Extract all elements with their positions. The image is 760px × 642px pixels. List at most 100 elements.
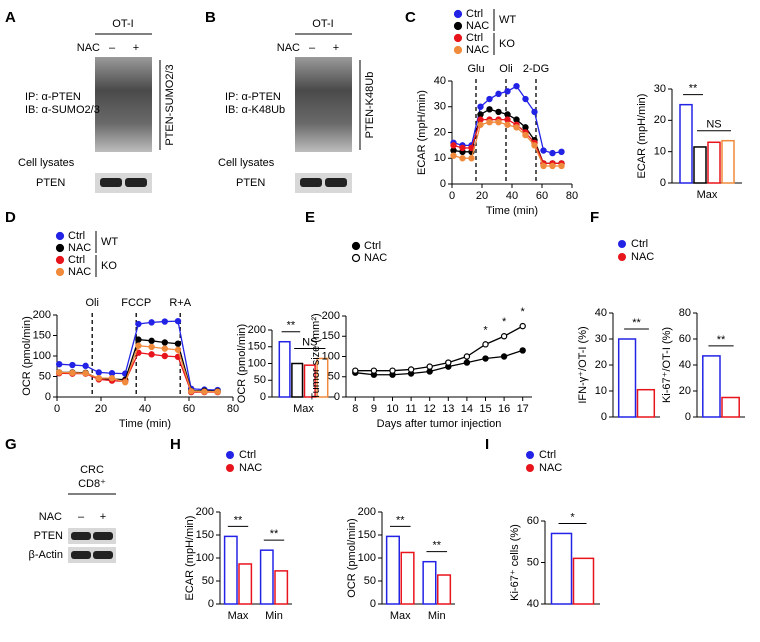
data-point — [135, 336, 142, 343]
x-tick-label: 60 — [183, 403, 195, 415]
y-tick-label: 0 — [208, 598, 214, 610]
data-point — [174, 346, 182, 354]
lane-label: – — [309, 42, 316, 54]
legend-group: KO — [499, 38, 515, 50]
bar — [617, 338, 637, 418]
injection-label: Oli — [85, 297, 98, 309]
data-point — [500, 333, 508, 340]
y-tick-label: 200 — [196, 506, 214, 518]
legend-label: NAC — [68, 242, 91, 254]
data-point — [477, 111, 484, 118]
data-point — [477, 121, 484, 128]
significance: ** — [632, 317, 641, 329]
data-point — [161, 345, 168, 352]
bar — [707, 141, 721, 184]
legend-marker — [618, 253, 626, 261]
data-point — [148, 351, 155, 358]
blot-band — [93, 551, 113, 559]
x-axis-label: Time (min) — [486, 205, 538, 217]
lysate-label: Cell lysates — [18, 157, 75, 169]
injection-label: 2-DG — [523, 63, 549, 75]
treatment-label: NAC — [277, 42, 300, 54]
bar — [238, 563, 253, 605]
blot-band — [93, 532, 113, 540]
bar — [274, 570, 289, 605]
bar — [721, 139, 735, 184]
x-tick-label: 16 — [498, 403, 510, 415]
blot-band — [325, 178, 347, 187]
data-point — [148, 319, 155, 326]
blot-band — [300, 178, 322, 187]
data-point — [513, 116, 520, 123]
data-point — [500, 353, 508, 360]
x-tick-label: 80 — [227, 403, 239, 415]
y-tick-label: 40 — [527, 598, 539, 610]
panel-letter: B — [205, 9, 216, 26]
y-tick-label: 150 — [248, 341, 266, 353]
data-point — [201, 388, 208, 395]
data-point — [486, 118, 493, 126]
data-point — [513, 124, 520, 131]
significance: ** — [270, 528, 279, 540]
legend-marker — [453, 21, 463, 31]
y-tick-label: 200 — [358, 506, 376, 518]
legend-label: Ctrl — [539, 449, 556, 461]
legend-marker — [351, 241, 361, 251]
data-point — [426, 363, 433, 370]
y-axis-label: Ki-67⁺ cells (%) — [509, 524, 521, 601]
series-line — [355, 325, 524, 372]
data-point — [549, 149, 556, 157]
y-tick-label: 30 — [595, 333, 607, 345]
significance: ** — [689, 83, 698, 95]
y-tick-label: 60 — [527, 515, 539, 527]
significance: ** — [234, 514, 243, 526]
data-point — [82, 370, 89, 377]
x-tick-label: 11 — [405, 403, 416, 415]
y-tick-label: 20 — [654, 114, 666, 126]
legend-label: NAC — [631, 251, 654, 263]
data-point — [174, 340, 182, 347]
data-point — [174, 317, 182, 325]
data-point — [407, 366, 415, 373]
y-tick-label: 150 — [322, 330, 340, 342]
data-point — [522, 95, 529, 103]
y-tick-label: 50 — [364, 575, 376, 587]
y-axis-label: IFN-γ⁺/OT-I (%) — [577, 326, 589, 403]
data-point — [56, 361, 63, 368]
data-point — [148, 337, 155, 345]
data-point — [161, 352, 168, 360]
bar — [693, 146, 707, 184]
data-point — [148, 343, 155, 351]
data-point — [477, 116, 484, 123]
y-axis-label: ECAR (mpH/min) — [184, 516, 196, 601]
blot-header: CRC — [80, 464, 104, 476]
data-point — [450, 147, 457, 154]
x-tick-label: Max — [697, 189, 718, 201]
data-point — [522, 131, 529, 139]
y-axis-label: Tumor size (mm²) — [310, 313, 322, 399]
panel-letter: D — [5, 209, 16, 226]
y-axis-label: OCR (pmol/min) — [236, 324, 248, 403]
y-axis-label: ECAR (mpH/min) — [636, 94, 648, 179]
bar — [721, 396, 740, 418]
control-label: PTEN — [36, 177, 65, 189]
y-tick-label: 100 — [358, 552, 376, 564]
data-point — [519, 322, 526, 330]
series-line — [355, 349, 523, 376]
panel-letter: I — [485, 436, 489, 453]
legend-label: NAC — [539, 462, 562, 474]
y-tick-label: 200 — [33, 309, 51, 321]
data-point — [558, 162, 565, 170]
bar — [316, 357, 329, 398]
legend-label: Ctrl — [364, 240, 381, 252]
data-point — [477, 103, 484, 110]
bar — [223, 535, 238, 605]
y-tick-label: 0 — [685, 411, 691, 423]
injection-label: R+A — [169, 297, 191, 309]
bar — [400, 551, 415, 605]
panel-letter: H — [170, 436, 181, 453]
data-point — [56, 369, 63, 376]
y-tick-label: 0 — [370, 598, 376, 610]
bar — [702, 355, 721, 418]
